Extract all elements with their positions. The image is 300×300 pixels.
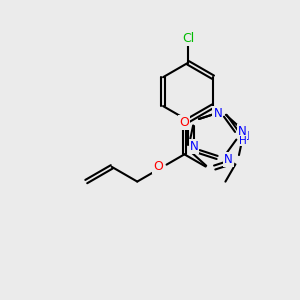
- Text: N: N: [190, 140, 199, 153]
- Text: N: N: [238, 125, 247, 138]
- Text: O: O: [179, 116, 189, 129]
- Text: O: O: [153, 160, 163, 173]
- Text: Cl: Cl: [182, 32, 194, 45]
- Text: N: N: [213, 107, 222, 120]
- Text: H: H: [239, 136, 247, 146]
- Text: N: N: [240, 130, 249, 143]
- Text: N: N: [224, 153, 233, 166]
